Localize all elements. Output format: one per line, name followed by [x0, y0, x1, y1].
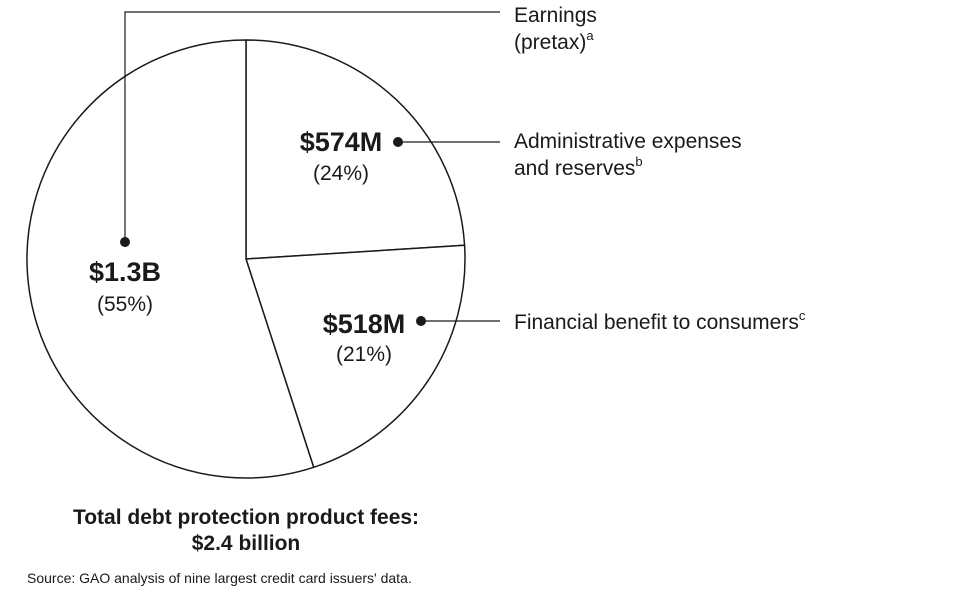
leader-line-earnings [124, 11, 500, 242]
percent-label-benefit: (21%) [336, 343, 392, 366]
total-label-line2: $2.4 billion [192, 532, 301, 555]
percent-label-earnings: (55%) [97, 293, 153, 316]
leader-dot-benefit [416, 316, 426, 326]
percent-label-admin: (24%) [313, 162, 369, 185]
legend-benefit-line1-text: Financial benefit to consumers [514, 311, 799, 334]
pie-slices [26, 39, 466, 479]
source-note: Source: GAO analysis of nine largest cre… [27, 570, 412, 586]
footnote-b: b [635, 154, 642, 169]
leader-lines [124, 11, 500, 322]
legend-earnings-line2-text: (pretax) [514, 31, 586, 54]
legend-earnings-line1: Earnings [514, 4, 597, 27]
total-label-line1: Total debt protection product fees: [73, 506, 419, 529]
footnote-c: c [799, 308, 806, 323]
leader-dot-earnings [120, 237, 130, 247]
leader-dot-admin [393, 137, 403, 147]
legend-benefit-line1: Financial benefit to consumersc [514, 308, 806, 334]
legend-admin-line2-text: and reserves [514, 157, 635, 180]
pie-slice-benefit [245, 244, 466, 469]
legend-earnings-line2: (pretax)a [514, 28, 594, 54]
amount-label-earnings: $1.3B [89, 257, 161, 287]
leader-dots [120, 137, 426, 326]
legend-admin-line1: Administrative expenses [514, 130, 742, 153]
footnote-a: a [586, 28, 594, 43]
amount-label-admin: $574M [300, 127, 383, 157]
pie-slice-earnings [26, 39, 315, 479]
legend-admin-line2: and reservesb [514, 154, 643, 180]
pie-slice-admin [245, 39, 466, 260]
amount-label-benefit: $518M [323, 309, 406, 339]
